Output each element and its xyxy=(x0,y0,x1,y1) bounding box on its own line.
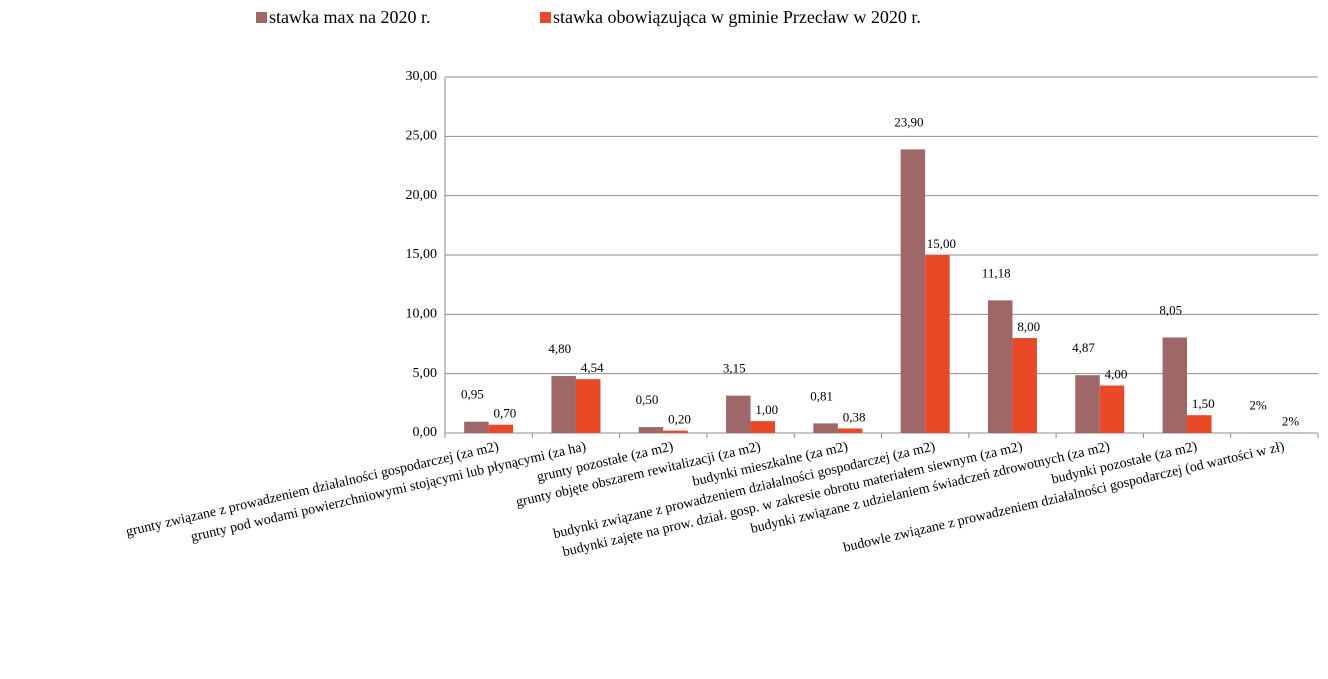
bar xyxy=(925,255,950,433)
data-label: 2% xyxy=(1249,398,1267,413)
bar xyxy=(900,149,926,434)
data-label: 2% xyxy=(1282,414,1300,429)
data-label: 1,00 xyxy=(755,402,778,417)
x-tick-label: grunty związane z prowadzeniem działalno… xyxy=(125,439,501,540)
y-tick-label: 30,00 xyxy=(406,69,438,84)
bar xyxy=(488,424,514,433)
data-label: 1,50 xyxy=(1192,396,1215,411)
data-label: 8,00 xyxy=(1017,319,1040,334)
data-label: 0,95 xyxy=(461,387,484,402)
bar xyxy=(726,395,751,433)
bar xyxy=(1162,337,1188,433)
data-label: 23,90 xyxy=(894,114,923,129)
data-label: 15,00 xyxy=(927,236,956,251)
legend-label: stawka max na 2020 r. xyxy=(269,7,430,27)
y-tick-label: 0,00 xyxy=(413,425,438,440)
bar xyxy=(464,421,489,433)
data-label: 0,38 xyxy=(843,409,866,424)
bar xyxy=(1075,375,1100,433)
bar xyxy=(638,427,664,433)
legend: stawka max na 2020 r. stawka obowiązująca… xyxy=(256,7,921,27)
data-label: 0,70 xyxy=(494,406,517,421)
bar xyxy=(813,423,838,433)
bar xyxy=(575,379,601,433)
bar xyxy=(1012,338,1037,433)
bar xyxy=(663,430,688,433)
bar xyxy=(750,421,776,433)
data-label: 8,05 xyxy=(1159,302,1182,317)
data-label: 11,18 xyxy=(982,265,1011,280)
data-label: 4,54 xyxy=(581,360,604,375)
data-label: 4,80 xyxy=(548,341,571,356)
legend-label: stawka obowiązująca w gminie Przecław w … xyxy=(553,7,921,27)
legend-swatch xyxy=(256,12,267,23)
bar xyxy=(551,376,576,433)
bar xyxy=(987,300,1013,433)
data-label: 4,00 xyxy=(1105,367,1128,382)
data-label: 3,15 xyxy=(723,361,746,376)
data-label: 0,50 xyxy=(636,392,659,407)
y-tick-label: 25,00 xyxy=(406,129,438,144)
bar xyxy=(837,428,863,433)
data-label: 0,20 xyxy=(668,412,691,427)
data-label: 4,87 xyxy=(1072,340,1095,355)
y-tick-label: 20,00 xyxy=(406,188,438,203)
y-tick-label: 15,00 xyxy=(406,247,438,262)
y-tick-label: 10,00 xyxy=(406,307,438,322)
legend-swatch xyxy=(540,12,551,23)
bar xyxy=(1099,385,1125,433)
data-label: 0,81 xyxy=(810,388,833,403)
y-tick-label: 5,00 xyxy=(413,366,438,381)
bar xyxy=(1187,415,1212,433)
